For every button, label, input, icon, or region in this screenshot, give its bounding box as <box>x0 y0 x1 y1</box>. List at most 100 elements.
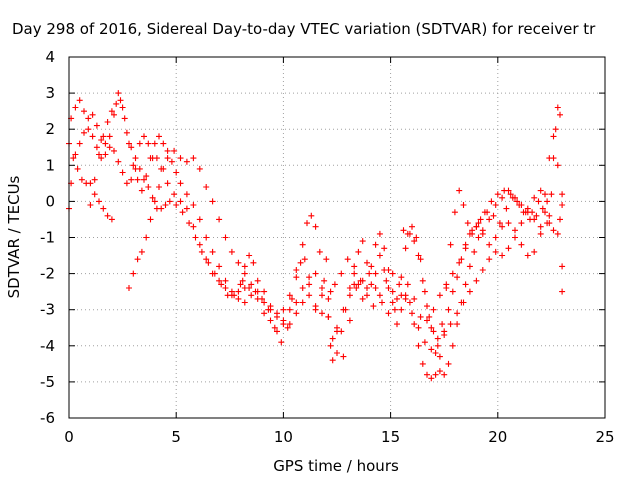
data-point <box>241 299 248 306</box>
data-point <box>205 259 212 266</box>
y-tick-label: 0 <box>45 192 55 210</box>
data-point <box>503 205 510 212</box>
data-point <box>93 144 100 151</box>
data-point <box>203 256 210 263</box>
data-point <box>426 313 433 320</box>
data-point <box>439 321 446 328</box>
data-point <box>222 234 229 241</box>
data-point <box>108 216 115 223</box>
data-point <box>458 299 465 306</box>
data-point <box>559 191 566 198</box>
data-point <box>441 328 448 335</box>
data-point <box>413 234 420 241</box>
data-point <box>415 324 422 331</box>
data-point <box>353 285 360 291</box>
data-point <box>391 306 398 313</box>
data-point <box>102 151 109 158</box>
data-point <box>106 144 113 151</box>
data-point <box>430 306 437 313</box>
data-point <box>100 133 107 140</box>
data-point <box>376 230 383 237</box>
data-point <box>430 328 437 335</box>
y-tick-label: 3 <box>45 84 55 102</box>
data-point <box>372 285 379 291</box>
data-point <box>145 184 152 190</box>
data-point <box>419 277 426 284</box>
data-point <box>308 212 315 219</box>
data-point <box>241 263 248 270</box>
data-point <box>346 285 353 291</box>
data-point <box>404 281 411 288</box>
data-point <box>406 299 413 306</box>
data-point <box>196 241 203 248</box>
data-point <box>216 216 223 223</box>
data-point <box>306 292 313 299</box>
data-point <box>250 259 257 266</box>
data-point <box>241 270 248 277</box>
data-point <box>516 202 523 208</box>
data-point <box>96 198 102 205</box>
data-point <box>531 194 538 201</box>
data-point <box>151 140 158 147</box>
data-point <box>346 317 353 324</box>
data-point <box>76 97 83 104</box>
data-point <box>436 353 443 360</box>
data-point <box>447 241 454 248</box>
data-point <box>128 144 135 151</box>
data-point <box>89 133 96 140</box>
data-point <box>409 223 415 230</box>
data-point <box>357 277 364 284</box>
data-point <box>87 180 94 187</box>
data-point <box>344 256 351 263</box>
data-point <box>389 299 396 306</box>
data-point <box>119 169 126 176</box>
data-point <box>544 198 551 205</box>
data-point <box>559 202 566 208</box>
data-point <box>168 158 175 165</box>
data-point <box>117 97 124 104</box>
data-point <box>385 285 392 291</box>
data-point <box>312 223 319 230</box>
data-point <box>351 270 358 277</box>
data-point <box>171 191 178 198</box>
data-point <box>372 270 379 277</box>
data-point <box>537 230 544 237</box>
data-point <box>280 306 287 313</box>
data-point <box>237 281 244 288</box>
data-point <box>106 133 113 140</box>
data-point <box>293 267 300 273</box>
data-point <box>136 140 143 147</box>
data-point <box>359 238 366 245</box>
data-point <box>254 277 261 284</box>
x-tick-label: 20 <box>488 428 507 446</box>
y-tick-label: 2 <box>45 120 55 138</box>
data-point <box>499 252 506 259</box>
data-point <box>419 360 426 367</box>
data-point <box>104 212 111 219</box>
data-point <box>512 234 518 241</box>
data-point <box>334 328 340 335</box>
data-point <box>454 321 461 328</box>
data-point <box>235 288 242 295</box>
data-point <box>93 122 100 129</box>
data-point <box>78 176 85 183</box>
data-point <box>454 310 461 317</box>
data-point <box>81 108 87 115</box>
data-point <box>479 230 486 237</box>
data-point <box>364 259 370 266</box>
y-tick-label: -5 <box>40 373 55 391</box>
data-point <box>529 209 536 216</box>
data-point <box>248 292 255 299</box>
data-point <box>267 317 274 324</box>
data-point <box>475 220 482 227</box>
data-point <box>149 194 156 201</box>
data-point <box>402 245 409 252</box>
data-point <box>546 212 553 219</box>
data-point <box>136 165 143 172</box>
data-point <box>456 187 463 194</box>
data-point <box>143 234 150 241</box>
data-point <box>383 277 390 284</box>
data-point <box>535 198 542 205</box>
data-point <box>488 198 495 205</box>
data-point <box>231 292 238 299</box>
